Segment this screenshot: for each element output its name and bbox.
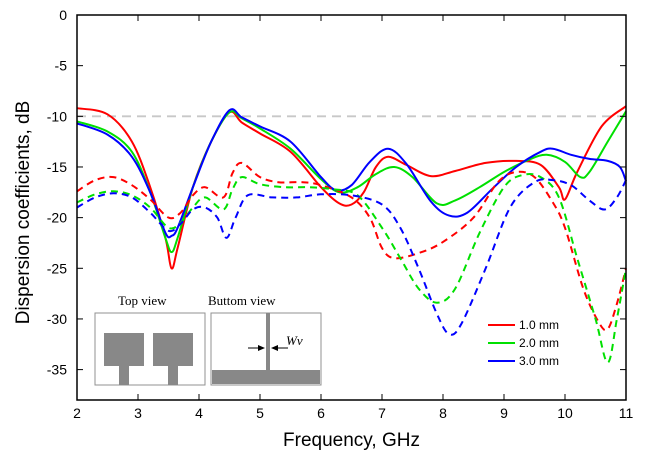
dimension-arrowhead-left [258, 345, 265, 351]
y-tick-label: -35 [47, 362, 67, 378]
dimension-arrowhead-right [271, 345, 278, 351]
top-view-patch-right [153, 333, 193, 366]
y-tick-label: -15 [47, 159, 67, 175]
antenna-inset: Top view Buttom view Wv [94, 293, 322, 386]
ground-slot-strip [266, 313, 270, 371]
y-axis-label: Dispersion coefficients, dB [13, 101, 34, 325]
x-axis-label: Frequency, GHz [283, 430, 420, 451]
y-tick-label: -30 [47, 311, 67, 327]
x-tick-label: 5 [256, 405, 264, 421]
series-10mm-dashed [76, 161, 627, 332]
x-tick-label: 4 [195, 405, 203, 421]
series-10mm-solid [76, 105, 627, 270]
y-tick-label: -25 [47, 260, 67, 276]
bottom-view-label: Buttom view [208, 293, 276, 308]
legend: 1.0 mm 2.0 mm 3.0 mm [488, 318, 559, 368]
legend-label-3mm: 3.0 mm [519, 354, 559, 368]
ticks-layer: 2 3 4 5 6 7 8 9 10 11 0 -5 -10 -15 -20 -25 -30 -35 [47, 7, 634, 421]
x-tick-label: 10 [557, 405, 573, 421]
series-30mm-dashed [76, 178, 627, 336]
legend-label-2mm: 2.0 mm [519, 336, 559, 350]
top-view-patch-left [104, 333, 144, 366]
series-30mm-solid [76, 108, 627, 239]
x-tick-label: 11 [619, 405, 634, 421]
y-tick-label: 0 [59, 7, 67, 23]
y-tick-label: -10 [47, 108, 67, 124]
series-20mm-solid [76, 110, 627, 254]
x-tick-label: 3 [134, 405, 142, 421]
width-dimension-label: Wv [286, 333, 303, 348]
series-layer [76, 105, 627, 364]
x-tick-label: 6 [317, 405, 325, 421]
x-tick-label: 9 [500, 405, 508, 421]
top-view-feed-right [168, 366, 178, 385]
x-tick-label: 8 [439, 405, 447, 421]
series-20mm-dashed [76, 173, 627, 364]
top-view-label: Top view [118, 293, 167, 308]
x-tick-label: 2 [73, 405, 81, 421]
x-tick-label: 7 [378, 405, 386, 421]
y-tick-label: -5 [55, 58, 68, 74]
legend-label-1mm: 1.0 mm [519, 318, 559, 332]
y-tick-label: -20 [47, 210, 67, 226]
plot-frame [76, 14, 627, 401]
ground-plane [212, 370, 320, 384]
top-view-feed-left [119, 366, 129, 385]
